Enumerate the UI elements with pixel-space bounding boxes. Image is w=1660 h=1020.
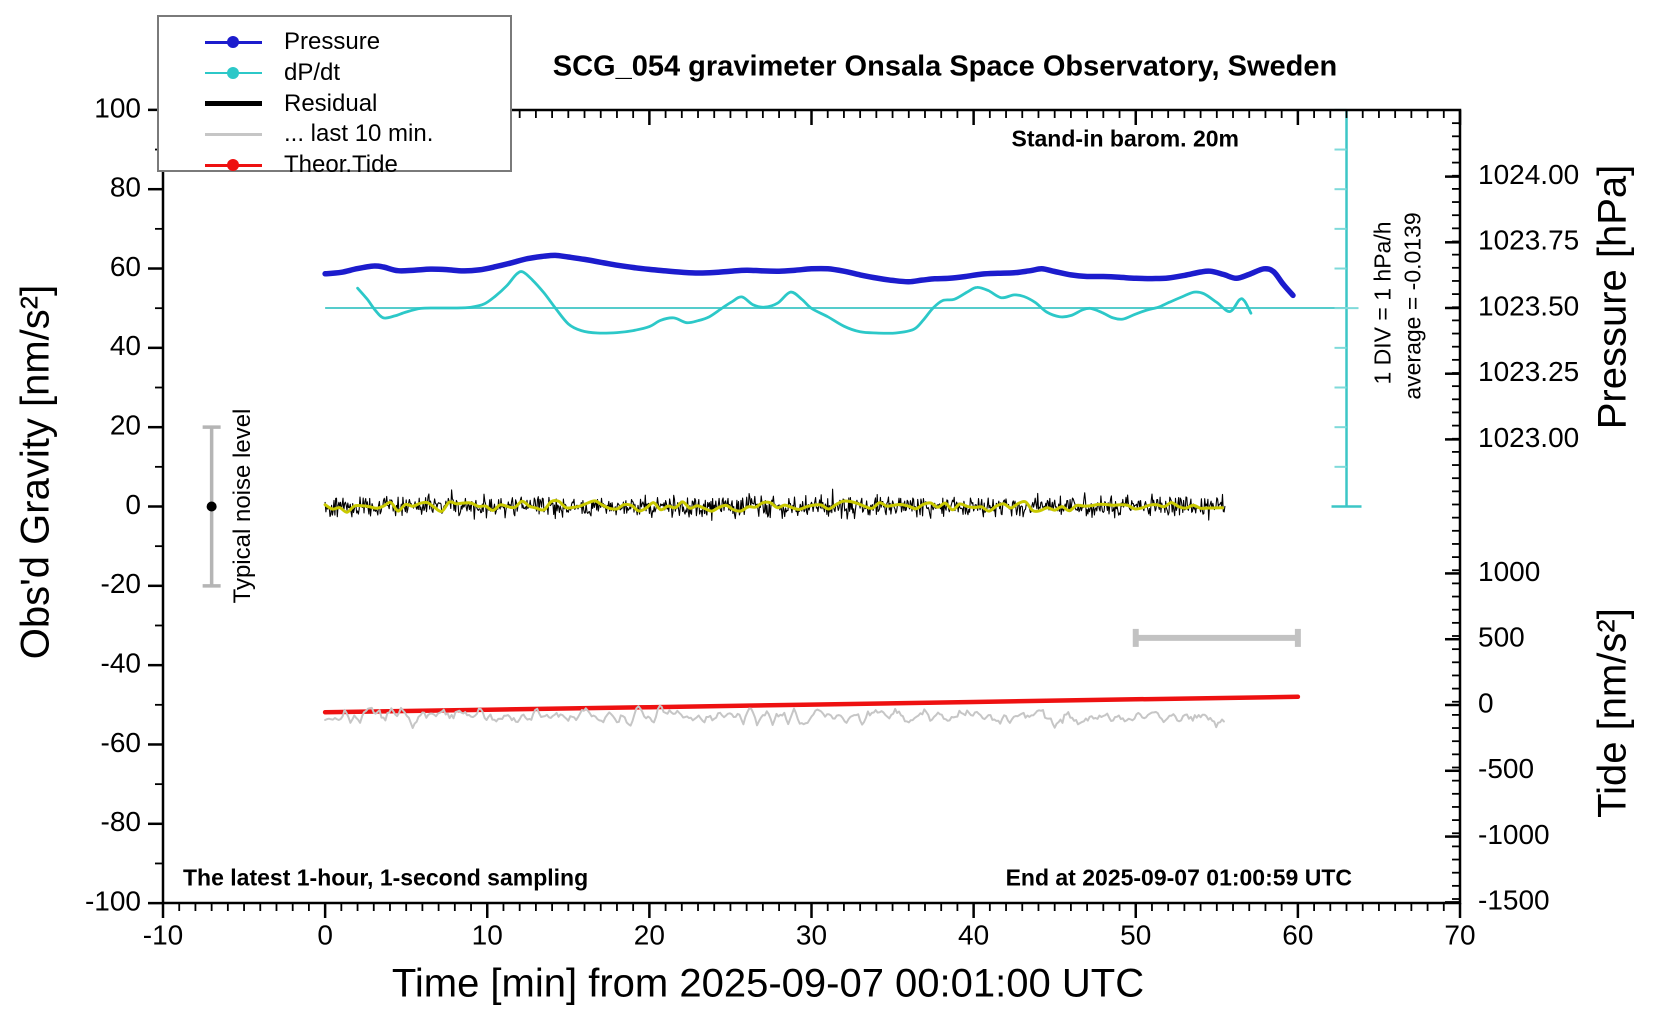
x-tick-label: -10 [143, 919, 183, 950]
legend-marker-dot [227, 66, 239, 79]
gravity-tick-label: -40 [101, 648, 141, 679]
x-tick-label: 50 [1120, 919, 1151, 950]
legend-item-label: Theor.Tide [284, 151, 398, 179]
gravity-tick-label: 20 [110, 410, 141, 441]
gravity-tick-label: -100 [85, 886, 141, 917]
gravity-tick-label: 0 [125, 489, 141, 520]
pressure-tick-label: 1023.00 [1478, 422, 1579, 453]
legend-item-label: ... last 10 min. [284, 120, 434, 148]
legend-item-label: Pressure [284, 28, 381, 55]
gravity-tick-label: 80 [110, 172, 141, 203]
residual-smoothed-curve [323, 499, 1224, 514]
pressure-tick-label: 1023.75 [1478, 225, 1579, 256]
gravity-tick-label: -60 [101, 727, 141, 758]
tide-tick-label: 500 [1478, 622, 1525, 653]
pressure-tick-label: 1024.00 [1478, 159, 1579, 190]
noise-errorbar-dot [206, 501, 217, 512]
x-tick-label: 30 [796, 919, 827, 950]
legend-box: Pressure dP/dt Residual ... last 10 min. The… [157, 15, 512, 178]
gravity-tick-label: 40 [110, 330, 141, 361]
legend-marker-dot [227, 159, 239, 172]
tide-tick-label: -1500 [1478, 885, 1550, 916]
gravity-tick-label: 100 [94, 92, 141, 123]
pressure-curve [322, 252, 1296, 299]
pressure-tick-label: 1023.50 [1478, 290, 1579, 321]
theor-tide-curve [322, 694, 1301, 715]
legend-item-label: dP/dt [284, 58, 341, 86]
dpdt-curve [356, 270, 1253, 335]
gravity-tick-label: -20 [101, 568, 141, 599]
x-tick-label: 60 [1282, 919, 1313, 950]
residual-last10-curve [324, 704, 1225, 729]
legend-marker-dot [227, 36, 239, 48]
tide-tick-label: 0 [1478, 687, 1494, 718]
x-tick-label: 10 [472, 919, 503, 950]
x-tick-label: 70 [1444, 919, 1475, 950]
x-tick-label: 0 [317, 919, 333, 950]
legend-item-label: Residual [284, 89, 378, 117]
tide-tick-label: 1000 [1478, 556, 1540, 587]
tide-tick-label: -500 [1478, 753, 1534, 784]
gravity-tick-label: -80 [101, 806, 141, 837]
x-tick-label: 20 [634, 919, 665, 950]
tide-tick-label: -1000 [1478, 819, 1550, 850]
pressure-tick-label: 1023.25 [1478, 356, 1579, 387]
legend-line-sample [205, 132, 262, 136]
x-tick-label: 40 [958, 919, 989, 950]
gravity-tick-label: 60 [110, 251, 141, 282]
legend-line-sample [205, 101, 262, 107]
